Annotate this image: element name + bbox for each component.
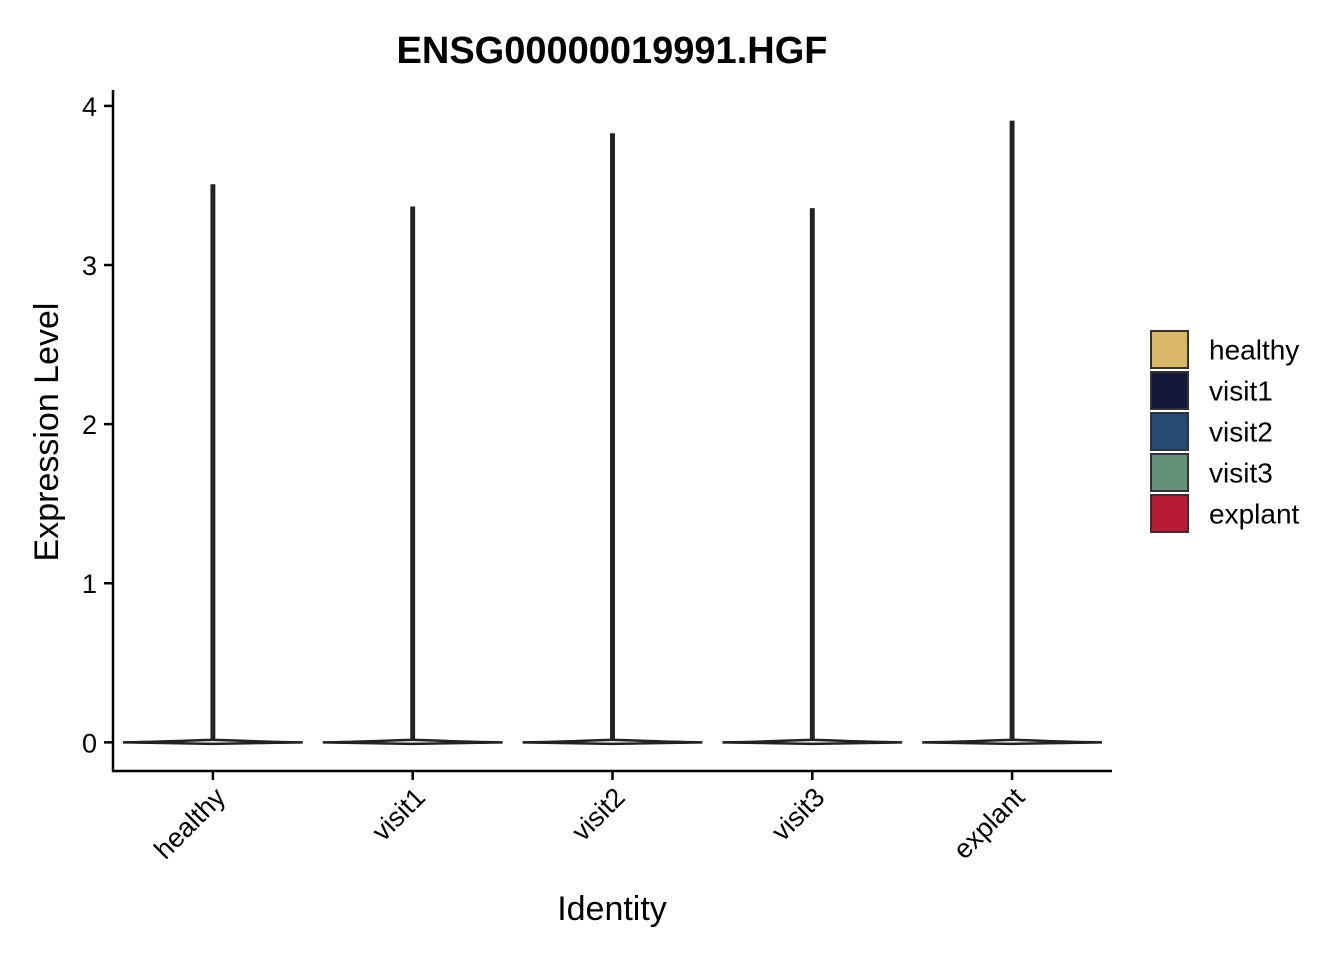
chart-title: ENSG00000019991.HGF bbox=[397, 30, 828, 72]
legend: healthy visit1 visit2 visit3 explant bbox=[1150, 330, 1300, 533]
x-axis-title: Identity bbox=[557, 890, 667, 928]
x-tick-label-visit1: visit1 bbox=[366, 782, 431, 847]
violin-visit1 bbox=[322, 206, 503, 746]
x-tick-label-healthy: healthy bbox=[148, 782, 231, 865]
legend-label-healthy: healthy bbox=[1209, 335, 1299, 366]
y-tick-label: 2 bbox=[82, 410, 97, 440]
y-tick-label: 0 bbox=[82, 728, 97, 758]
y-tick-label: 1 bbox=[82, 569, 97, 599]
y-axis-ticks: 0 1 2 3 4 bbox=[82, 92, 113, 758]
legend-swatch-visit3 bbox=[1150, 453, 1189, 492]
legend-label-visit1: visit1 bbox=[1209, 376, 1273, 407]
legend-label-visit3: visit3 bbox=[1209, 458, 1273, 489]
violin-visit2 bbox=[522, 133, 703, 746]
y-tick-label: 4 bbox=[82, 92, 97, 122]
x-tick-label-explant: explant bbox=[948, 782, 1031, 865]
legend-swatch-visit1 bbox=[1150, 371, 1189, 410]
legend-swatch-healthy bbox=[1150, 330, 1189, 369]
legend-label-explant: explant bbox=[1209, 499, 1300, 530]
violin-layer bbox=[122, 120, 1103, 746]
y-axis-title: Expression Level bbox=[28, 303, 66, 562]
violin-explant bbox=[922, 120, 1103, 746]
legend-label-visit2: visit2 bbox=[1209, 417, 1273, 448]
violin-visit3 bbox=[722, 208, 903, 746]
x-axis-ticks: healthy visit1 visit2 visit3 explant bbox=[148, 771, 1031, 865]
violin-healthy bbox=[122, 184, 303, 746]
x-tick-label-visit3: visit3 bbox=[766, 782, 831, 847]
y-tick-label: 3 bbox=[82, 251, 97, 281]
legend-swatch-visit2 bbox=[1150, 412, 1189, 451]
x-tick-label-visit2: visit2 bbox=[566, 782, 631, 847]
legend-swatch-explant bbox=[1150, 494, 1189, 533]
